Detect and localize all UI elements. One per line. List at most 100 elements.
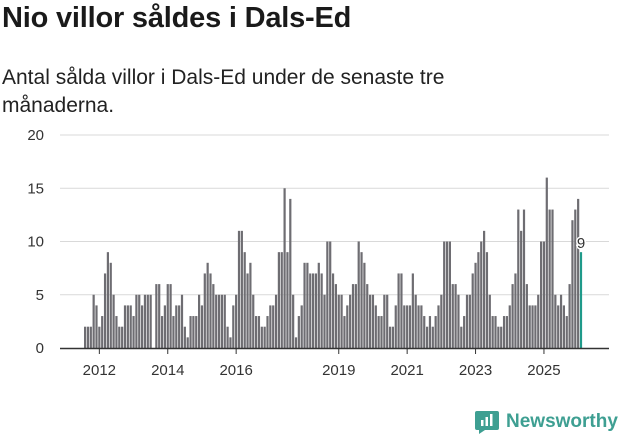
bar: [141, 305, 144, 348]
bar: [366, 284, 369, 348]
bar: [252, 294, 255, 348]
bar: [349, 294, 352, 348]
bar: [500, 326, 503, 348]
bar: [146, 294, 149, 348]
bar: [357, 241, 360, 348]
bar: [158, 284, 161, 348]
bar: [203, 273, 206, 348]
bar: [243, 252, 246, 348]
bar: [420, 305, 423, 348]
bar: [192, 316, 195, 348]
bar: [406, 305, 409, 348]
bar: [249, 262, 252, 348]
bar: [223, 294, 226, 348]
bar: [505, 316, 508, 348]
newsworthy-logo-text: Newsworthy: [506, 411, 618, 432]
bar: [568, 284, 571, 348]
bar: [471, 273, 474, 348]
bar: [235, 294, 238, 348]
bar: [92, 294, 95, 348]
bar: [423, 316, 426, 348]
bar: [448, 241, 451, 348]
bar: [260, 326, 263, 348]
x-tick-label: 2016: [219, 362, 252, 379]
bar: [283, 188, 286, 348]
bar: [451, 284, 454, 348]
bar: [84, 326, 87, 348]
y-axis: 0 5 10 15 20: [27, 127, 44, 357]
bar: [565, 316, 568, 348]
bar: [331, 273, 335, 348]
bar: [121, 326, 124, 348]
bar: [351, 284, 355, 348]
bar: [380, 316, 383, 348]
y-tick-label: 20: [27, 127, 44, 144]
bar-highlight: [579, 252, 583, 348]
bar: [255, 316, 258, 348]
chart-title: Nio villor såldes i Dals-Ed: [2, 2, 352, 34]
bar: [400, 273, 403, 348]
bar: [520, 230, 523, 348]
bar: [112, 294, 115, 348]
bar: [371, 294, 375, 348]
bar: [571, 220, 574, 348]
bar: [317, 262, 320, 348]
bar: [172, 316, 175, 348]
chart-subtitle: Antal sålda villor i Dals-Ed under de se…: [2, 66, 445, 117]
bar: [326, 241, 329, 348]
bar: [388, 326, 392, 348]
bar: [525, 284, 528, 348]
bar: [443, 241, 446, 348]
bar: [183, 326, 186, 348]
bar: [445, 241, 449, 348]
bar: [123, 305, 127, 348]
bar: [488, 294, 491, 348]
bar: [189, 316, 192, 348]
bar: [383, 294, 386, 348]
bar: [329, 241, 332, 348]
bar: [403, 305, 406, 348]
bar: [511, 284, 514, 348]
bar: [346, 305, 349, 348]
gridlines: [60, 134, 609, 296]
bar: [465, 294, 469, 348]
bar: [334, 284, 337, 348]
bar: [160, 316, 164, 348]
bar: [143, 294, 147, 348]
x-tick-label: 2019: [322, 362, 355, 379]
bar: [574, 209, 577, 348]
bar: [297, 316, 300, 348]
bar: [132, 316, 135, 348]
bar: [229, 337, 232, 348]
bar: [397, 273, 400, 348]
bar: [257, 316, 261, 348]
bar: [237, 230, 241, 348]
y-tick-label: 5: [36, 287, 44, 304]
bar: [155, 284, 158, 348]
bar: [354, 284, 357, 348]
bar: [240, 230, 243, 348]
bars: [84, 177, 583, 348]
bar: [118, 326, 121, 348]
bar: [101, 316, 104, 348]
bar: [408, 305, 412, 348]
y-tick-label: 15: [27, 180, 44, 197]
bar: [542, 241, 546, 348]
bar: [454, 284, 457, 348]
bar: [312, 273, 315, 348]
bar: [460, 326, 463, 348]
bar: [135, 294, 138, 348]
bar: [294, 337, 298, 348]
bar: [263, 326, 266, 348]
bar: [186, 337, 189, 348]
bar: [374, 305, 377, 348]
bar: [269, 305, 272, 348]
y-tick-label: 10: [27, 234, 44, 251]
bar: [517, 209, 520, 348]
bar: [286, 252, 289, 348]
bar: [277, 252, 280, 348]
bar: [480, 241, 483, 348]
bar: [246, 273, 249, 348]
bar: [502, 316, 506, 348]
bar: [198, 294, 201, 348]
